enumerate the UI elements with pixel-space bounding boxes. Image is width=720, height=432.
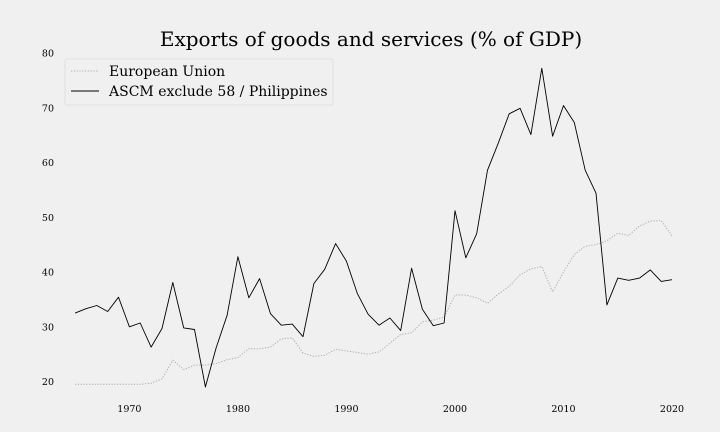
y-tick-label: 30	[42, 322, 54, 333]
series-layer	[74, 67, 673, 388]
series-line-eu	[75, 220, 673, 385]
x-tick-label: 2020	[660, 404, 684, 415]
y-tick-label: 70	[42, 103, 54, 114]
x-tick-label: 2000	[443, 404, 467, 415]
legend-box	[64, 58, 334, 106]
x-tick-label: 1980	[226, 404, 250, 415]
y-tick-label: 80	[42, 49, 54, 60]
y-tick-label: 60	[42, 158, 54, 169]
y-tick-label: 50	[42, 213, 54, 224]
x-tick-label: 1970	[117, 404, 141, 415]
y-tick-label: 20	[42, 377, 54, 388]
x-tick-label: 1990	[334, 404, 358, 415]
chart-title: Exports of goods and services (% of GDP)	[160, 27, 582, 51]
x-tick-label: 2010	[551, 404, 575, 415]
legend: European Union ASCM exclude 58 / Philipp…	[64, 58, 334, 106]
y-tick-label: 40	[42, 268, 54, 279]
series-line-philippines	[74, 67, 673, 388]
legend-label-philippines: ASCM exclude 58 / Philippines	[108, 84, 328, 100]
y-axis: 20 30 40 50 60 70 80	[42, 49, 54, 389]
legend-label-eu: European Union	[109, 64, 225, 80]
x-axis: 1970 1980 1990 2000 2010 2020	[117, 404, 684, 415]
